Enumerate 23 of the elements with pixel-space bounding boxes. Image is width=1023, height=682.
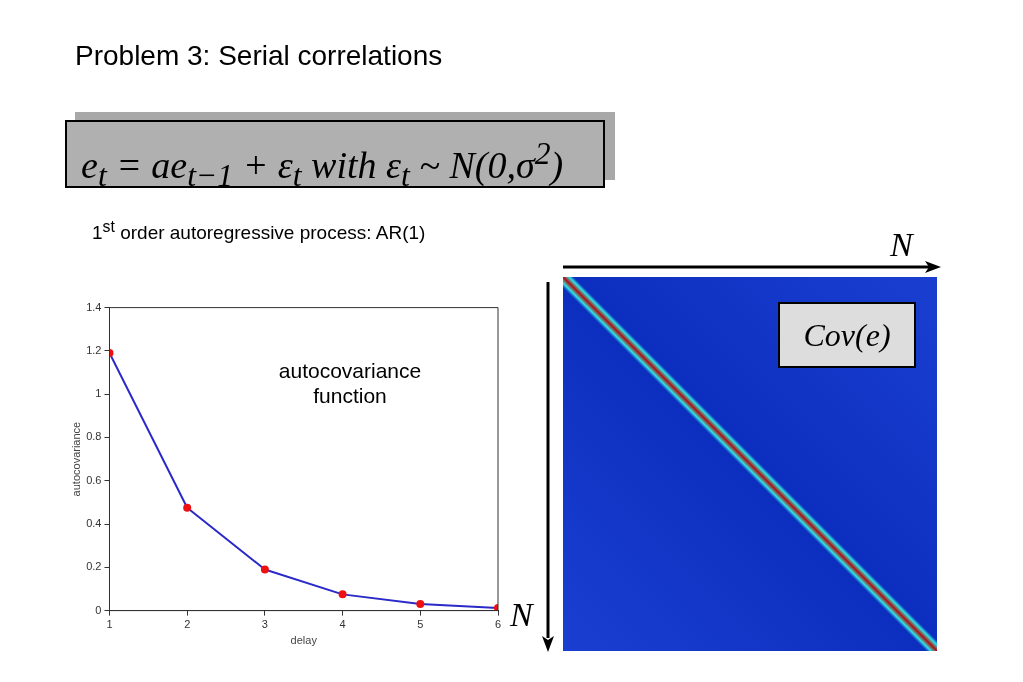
annotation: autocovariance function [277, 358, 423, 408]
x-tick-label: 1 [106, 618, 113, 631]
y-axis-title: autocovariance [69, 421, 82, 497]
y-tick-label: 1.2 [86, 343, 102, 356]
text: N [890, 226, 913, 264]
x-tick-label: 2 [184, 618, 191, 631]
x-tick-label: 5 [417, 618, 424, 631]
y-tick-label: 0.6 [86, 473, 102, 486]
text: N [510, 596, 533, 634]
y-tick-label: 0.4 [86, 517, 102, 530]
y-tick-label: 0 [95, 603, 102, 616]
y-tick-label: 1.4 [86, 300, 102, 313]
x-axis-title: delay [290, 634, 318, 647]
chart-title: Problem 3: Serial correlations [75, 40, 443, 72]
text: e$_{t}$ = ae$_{t−1}$ + ε$_{t}$ with ε$_{t}$ ~ N(0,σ$^{2}$) [81, 136, 564, 194]
text: 1$^{st}$ order autoregressive process: AR(1) [92, 218, 426, 245]
y-tick-label: 1 [95, 387, 102, 400]
x-tick-label: 3 [261, 618, 268, 631]
x-tick-label: 6 [494, 618, 502, 631]
y-tick-label: 0.8 [86, 430, 102, 443]
x-tick-label: 4 [339, 618, 346, 631]
text: Cov(e) [778, 302, 916, 368]
y-tick-label: 0.2 [86, 560, 102, 573]
